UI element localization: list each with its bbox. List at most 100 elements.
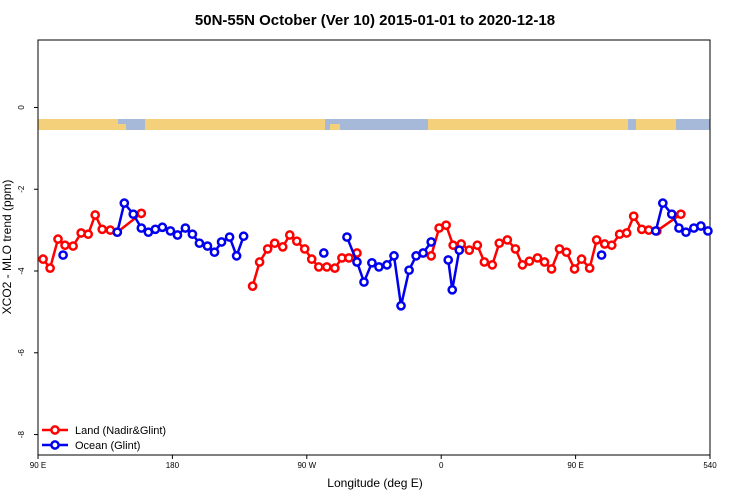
point — [60, 240, 70, 251]
point — [231, 251, 242, 261]
point — [291, 236, 302, 247]
point — [674, 223, 684, 233]
point — [404, 265, 414, 276]
point — [606, 240, 617, 251]
point — [584, 263, 595, 273]
point — [517, 260, 528, 270]
point — [510, 244, 521, 254]
point — [284, 230, 295, 240]
point — [269, 238, 280, 249]
x-tick-label: 90 E — [567, 461, 583, 470]
y-tick-label: -6 — [17, 349, 26, 357]
point — [666, 209, 677, 220]
point — [58, 250, 68, 260]
y-tick-label: -8 — [17, 430, 26, 438]
point — [447, 284, 458, 295]
point — [359, 277, 369, 287]
x-tick-label: 90 E — [30, 461, 46, 470]
point — [165, 226, 176, 236]
point — [532, 253, 543, 263]
point — [90, 210, 101, 220]
point — [119, 198, 130, 208]
point — [262, 244, 273, 254]
point — [209, 247, 220, 258]
point — [313, 262, 324, 272]
land-ocean-strip — [38, 119, 710, 130]
point — [277, 242, 288, 252]
point — [112, 227, 123, 238]
point — [352, 257, 362, 267]
point — [367, 257, 377, 268]
point — [187, 229, 198, 240]
point — [657, 198, 668, 208]
point — [443, 255, 454, 265]
x-tick-label: 90 W — [297, 461, 316, 470]
legend-label: Ocean (Glint) — [75, 440, 140, 452]
y-tick-label: -2 — [17, 185, 26, 193]
x-tick-label: 180 — [166, 461, 180, 470]
point — [487, 260, 498, 270]
point — [172, 230, 183, 240]
point — [539, 257, 550, 267]
point — [97, 224, 108, 235]
legend-marker — [50, 440, 60, 450]
point — [216, 237, 227, 247]
point — [180, 223, 191, 233]
point — [83, 229, 94, 240]
point — [681, 227, 691, 238]
point — [238, 231, 249, 242]
point — [224, 232, 235, 242]
point — [569, 264, 580, 274]
point — [306, 254, 317, 265]
point — [136, 208, 147, 219]
point — [344, 253, 354, 263]
point — [650, 226, 661, 236]
point — [561, 247, 572, 258]
point — [454, 245, 465, 256]
y-tick-label: -4 — [17, 267, 26, 275]
point — [494, 238, 505, 249]
y-axis-label: XCO2 - MLO trend (ppm) — [0, 180, 14, 315]
x-axis-label: Longitude (deg E) — [327, 476, 422, 490]
point — [299, 244, 310, 254]
point — [38, 254, 48, 265]
x-tick-label: 0 — [439, 461, 444, 470]
point — [576, 254, 587, 265]
point — [136, 223, 147, 233]
point — [621, 228, 632, 238]
point — [396, 300, 406, 311]
x-tick-label: 540 — [703, 461, 717, 470]
point — [321, 262, 332, 272]
point — [479, 257, 490, 267]
point — [591, 235, 602, 245]
point — [389, 251, 399, 261]
point — [382, 260, 392, 270]
point — [703, 226, 713, 236]
series-line — [116, 200, 709, 307]
point — [464, 245, 475, 256]
point — [596, 250, 607, 260]
legend-label: Land (Nadir&Glint) — [75, 425, 166, 437]
point — [342, 232, 352, 242]
point — [418, 248, 428, 258]
chart-title: 50N-55N October (Ver 10) 2015-01-01 to 2… — [195, 12, 555, 29]
point — [254, 257, 265, 267]
point — [202, 241, 213, 251]
point — [472, 240, 483, 251]
point — [45, 263, 55, 273]
point — [676, 209, 686, 220]
plot-frame — [37, 39, 711, 456]
point — [426, 237, 437, 247]
point — [318, 248, 329, 258]
point — [53, 234, 63, 244]
y-tick-label: 0 — [17, 105, 26, 110]
point — [524, 256, 535, 267]
point — [68, 241, 78, 251]
legend-marker — [50, 425, 60, 435]
point — [502, 235, 513, 245]
point — [546, 264, 557, 274]
point — [374, 262, 384, 272]
point — [157, 222, 168, 233]
